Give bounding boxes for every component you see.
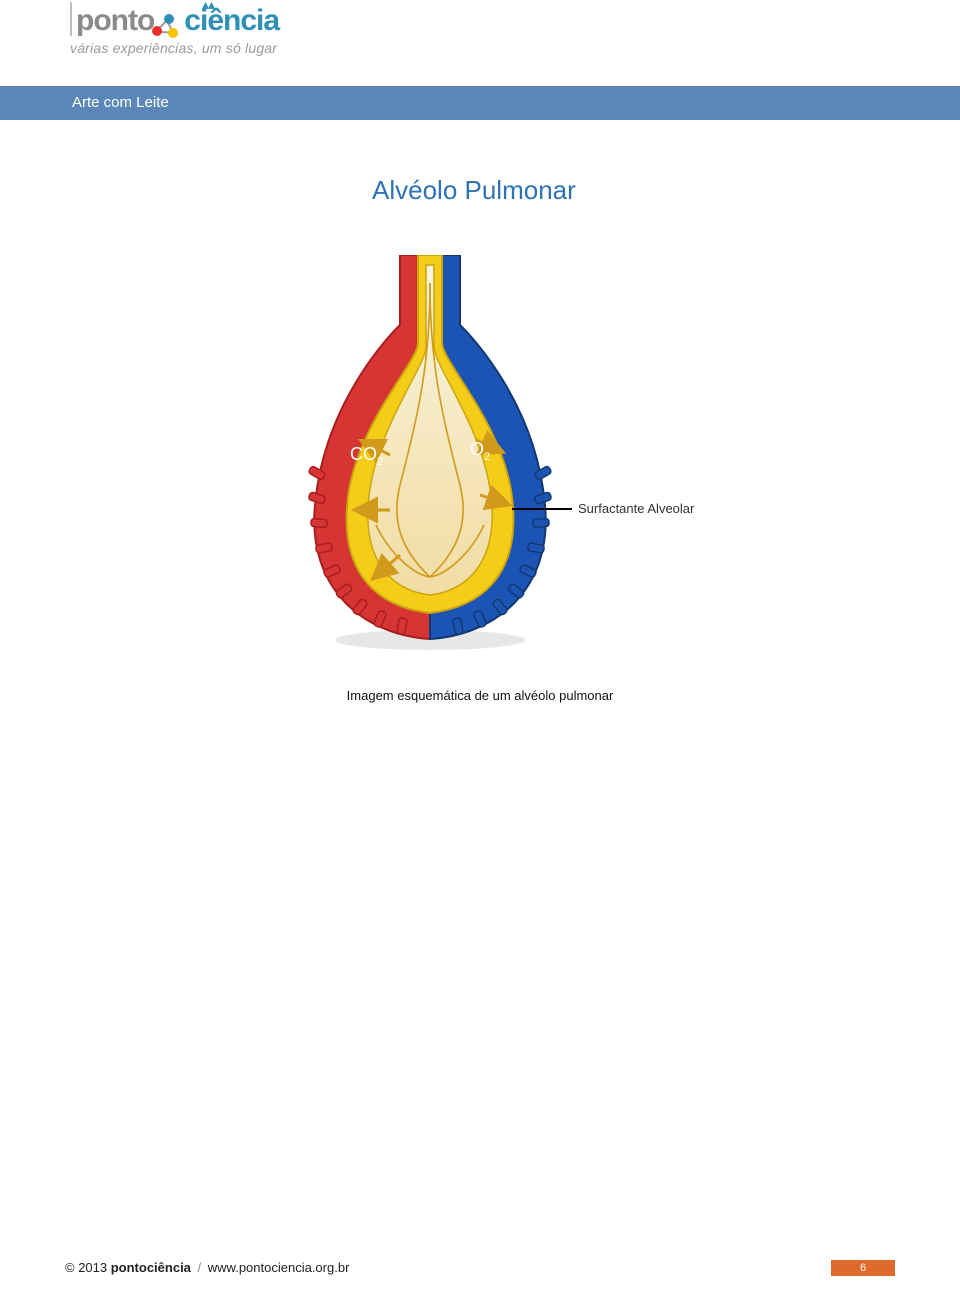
footer-brand: pontociência: [111, 1260, 191, 1275]
logo-line1: ponto ciência ▴▴: [70, 2, 300, 38]
diagram-title: Alvéolo Pulmonar: [372, 175, 576, 206]
o2-sub: 2: [484, 451, 490, 463]
logo-tagline: várias experiências, um só lugar: [70, 40, 300, 56]
page-footer: © 2013 pontociência / www.pontociencia.o…: [65, 1260, 895, 1275]
page: ponto ciência ▴▴ várias experiências, um…: [0, 0, 960, 1295]
figure-caption: Imagem esquemática de um alvéolo pulmona…: [0, 688, 960, 703]
alveolus-icon: CO2 O2: [280, 255, 580, 655]
diagram-area: Alvéolo Pulmonar: [280, 145, 710, 665]
atom-icon: [152, 14, 178, 40]
co2-label: CO: [350, 444, 377, 464]
footer-copyright: © 2013: [65, 1260, 111, 1275]
site-logo: ponto ciência ▴▴ várias experiências, um…: [70, 2, 300, 56]
annotation-text: Surfactante Alveolar: [578, 501, 694, 516]
logo-bar-icon: [70, 2, 72, 36]
footer-slash: /: [194, 1260, 205, 1275]
footer-url: www.pontociencia.org.br: [208, 1260, 350, 1275]
title-bar: Arte com Leite: [0, 86, 960, 120]
co2-sub: 2: [377, 456, 383, 468]
logo-word2: ciência: [184, 4, 279, 38]
o2-label: O: [470, 439, 484, 459]
logo-word1: ponto: [76, 4, 154, 38]
title-bar-text: Arte com Leite: [72, 94, 169, 111]
logo-hat-icon: ▴▴: [202, 0, 214, 13]
annotation-line-icon: [512, 508, 572, 510]
page-number: 6: [831, 1260, 895, 1276]
